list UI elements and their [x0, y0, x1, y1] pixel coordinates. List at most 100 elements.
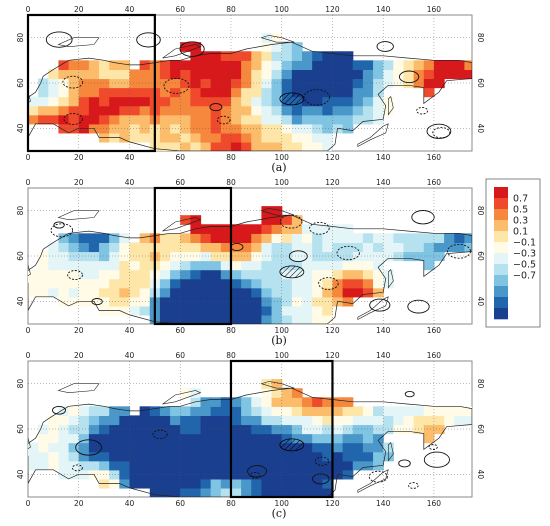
field-cell [38, 269, 49, 280]
field-cell [322, 478, 334, 489]
lon-tick-bottom: 0 [26, 499, 31, 508]
field-cell [383, 60, 394, 70]
field-cell [322, 224, 334, 234]
field-cell [271, 141, 283, 151]
field-cell [68, 278, 80, 289]
field-cell [312, 397, 323, 407]
hatched-region [279, 92, 305, 106]
field-cell [68, 406, 80, 416]
field-cell [170, 242, 181, 253]
field-cell [271, 442, 283, 453]
field-cell [68, 105, 80, 116]
field-cell [312, 451, 323, 462]
field-cell [271, 251, 283, 262]
significance-contour [303, 89, 331, 106]
lon-tick-top: 0 [26, 5, 31, 14]
region-box [229, 359, 334, 499]
field-cell [322, 287, 334, 298]
field-cell [352, 442, 364, 453]
island-outline [57, 210, 100, 221]
field-cell [200, 442, 212, 453]
field-cell [251, 87, 263, 98]
lat-tick-right: 60 [476, 251, 485, 261]
field-cell [170, 469, 181, 480]
field-cell [190, 296, 202, 307]
field-cell [230, 251, 242, 262]
panel-label-b: (b) [271, 334, 287, 347]
field-cell [312, 460, 323, 471]
field-cell [68, 433, 80, 444]
region-box-rect [26, 13, 156, 153]
field-cell [119, 460, 131, 471]
field-cell [413, 78, 425, 89]
field-cell [261, 260, 273, 271]
field-cell [170, 296, 181, 307]
field-cell [291, 287, 303, 298]
lat-tick-left: 60 [16, 251, 25, 261]
field-cell [109, 415, 120, 426]
field-cell [88, 442, 100, 453]
field-cell [332, 251, 344, 262]
field-cell [88, 251, 100, 262]
field-cell [210, 433, 222, 444]
field-cell [251, 105, 263, 116]
field-cell [38, 114, 49, 125]
field-cell [200, 60, 212, 70]
field-cell [99, 406, 110, 416]
field-cell [119, 415, 131, 426]
field-cell [251, 296, 263, 307]
field-cell [88, 433, 100, 444]
field-cell [271, 305, 283, 316]
field-cell [99, 60, 110, 70]
field-cell [271, 269, 283, 280]
field-cell [464, 233, 472, 243]
field-cell [200, 78, 212, 89]
coastline-path [28, 41, 472, 151]
field-cell [38, 105, 49, 116]
significance-contour [318, 277, 339, 290]
field-cell [159, 478, 171, 489]
panel-label-a: (a) [271, 161, 286, 174]
field-cell [373, 433, 384, 444]
field-cell [129, 87, 141, 98]
field-cell [281, 42, 293, 52]
island-outline [28, 264, 31, 276]
field-cell [129, 278, 141, 289]
field-cell [291, 78, 303, 89]
lon-tick-bottom: 60 [175, 499, 185, 508]
field-cell [119, 424, 131, 435]
island-outline [162, 217, 202, 232]
field-cell [241, 96, 252, 107]
field-cell [88, 415, 100, 426]
field-cell [129, 287, 141, 298]
field-cell [119, 123, 131, 134]
field-cell [159, 287, 171, 298]
lon-tick-bottom: 100 [275, 499, 290, 508]
field-cell [403, 233, 415, 243]
gridlines [28, 15, 472, 151]
field-cell [241, 269, 252, 280]
field-cell [342, 278, 354, 289]
field-cell [119, 60, 131, 70]
field-cell [291, 60, 303, 70]
field-cell [271, 260, 283, 271]
field-cell [281, 287, 293, 298]
hatched-area [279, 92, 305, 106]
field-cell [58, 296, 70, 307]
field-cell [281, 397, 293, 407]
field-cell [230, 132, 242, 143]
significance-contour [309, 221, 330, 235]
field-cell [261, 105, 273, 116]
field-cell [291, 141, 303, 151]
field-cell [261, 132, 273, 143]
axis-ticks: 0 0 20 20 40 40 60 60 80 80 100 100 120 120 140 140 160 1… [16, 351, 485, 508]
field-cell [139, 296, 151, 307]
field-cell [322, 69, 334, 80]
field-cell [433, 60, 445, 70]
field-cell [119, 242, 131, 253]
field-cell [261, 51, 273, 61]
field-cell [78, 96, 90, 107]
coastline [28, 31, 472, 151]
field-cell [241, 260, 252, 271]
region-box-rect [153, 186, 233, 326]
